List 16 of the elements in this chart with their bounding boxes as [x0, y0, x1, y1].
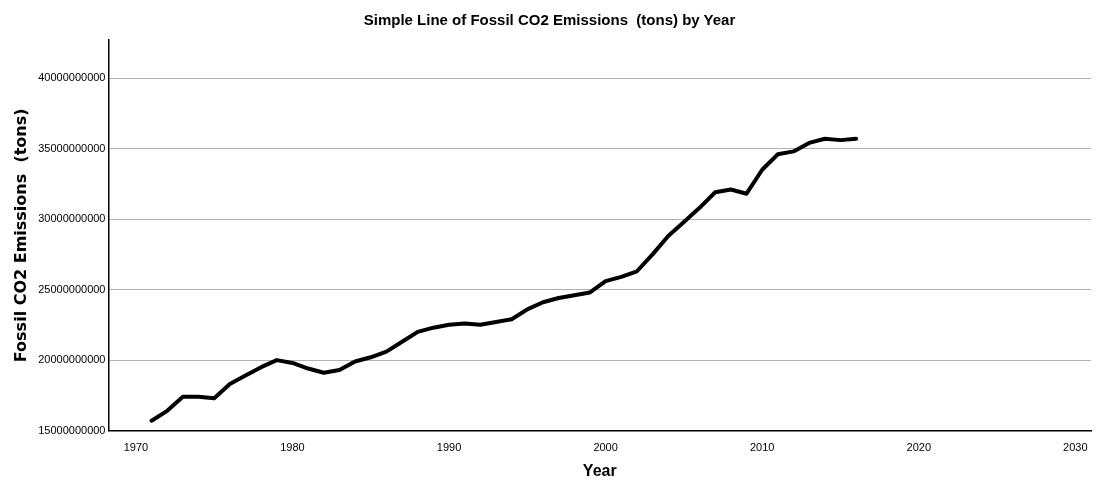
- y-tick-label: 30000000000: [38, 212, 106, 225]
- x-tick-label: 2020: [906, 441, 932, 454]
- y-tick-label: 20000000000: [38, 353, 106, 366]
- x-axis-title: Year: [582, 461, 617, 479]
- y-tick-label: 25000000000: [38, 282, 106, 295]
- x-tick-label: 1970: [123, 441, 149, 454]
- x-tick-label: 2030: [1063, 441, 1088, 454]
- chart-title: Simple Line of Fossil CO2 Emissions (tons) by Year: [363, 11, 736, 29]
- y-tick-label: 35000000000: [38, 141, 106, 154]
- x-tick-label: 2000: [593, 441, 618, 454]
- y-tick-label: 15000000000: [38, 423, 106, 436]
- x-tick-label: 2010: [749, 441, 775, 454]
- y-axis-title: Fossil CO2 Emissions (tons): [10, 108, 30, 363]
- x-tick-label: 1980: [280, 441, 305, 454]
- y-tick-label: 40000000000: [38, 71, 106, 84]
- x-tick-label: 1990: [436, 441, 462, 454]
